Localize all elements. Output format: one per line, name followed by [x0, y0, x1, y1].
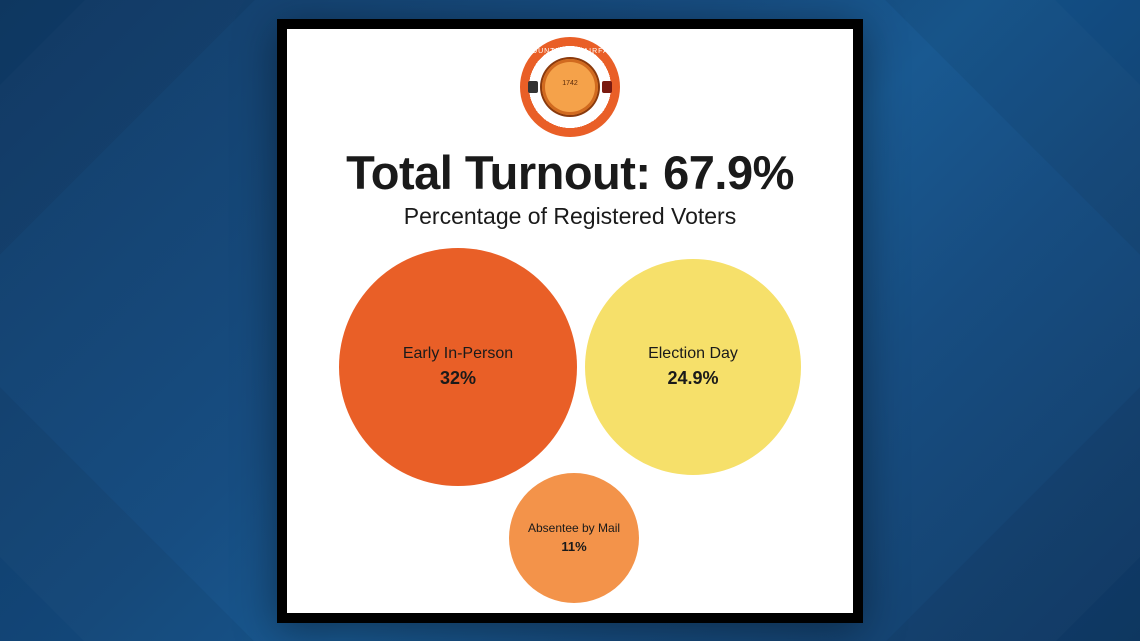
bubble-mail: Absentee by Mail 11% [509, 473, 639, 603]
seal-top-text: COUNTY OF FAIRFAX [524, 48, 616, 55]
bubble-value-eday: 24.9% [667, 368, 718, 389]
bubble-value-mail: 11% [561, 539, 586, 554]
title-prefix: Total Turnout: [346, 146, 663, 199]
bubble-value-early: 32% [440, 368, 476, 389]
bubble-eday: Election Day 24.9% [585, 259, 801, 475]
infographic-card: COUNTY OF FAIRFAX 1742 VIRGINIA Total Tu… [277, 19, 863, 623]
title: Total Turnout: 67.9% [287, 145, 853, 200]
card-inner: COUNTY OF FAIRFAX 1742 VIRGINIA Total Tu… [287, 29, 853, 613]
bubble-label-early: Early In-Person [403, 344, 513, 365]
seal-bottom-text: VIRGINIA [524, 119, 616, 126]
bubble-label-mail: Absentee by Mail [528, 521, 620, 537]
subtitle: Percentage of Registered Voters [287, 203, 853, 230]
bubble-early: Early In-Person 32% [339, 248, 577, 486]
title-value: 67.9% [663, 146, 794, 199]
bubble-label-eday: Election Day [648, 344, 738, 365]
county-seal: COUNTY OF FAIRFAX 1742 VIRGINIA [520, 37, 620, 137]
page-background: COUNTY OF FAIRFAX 1742 VIRGINIA Total Tu… [0, 0, 1140, 641]
seal-year: 1742 [542, 80, 598, 87]
seal-center-icon: 1742 [542, 59, 598, 115]
